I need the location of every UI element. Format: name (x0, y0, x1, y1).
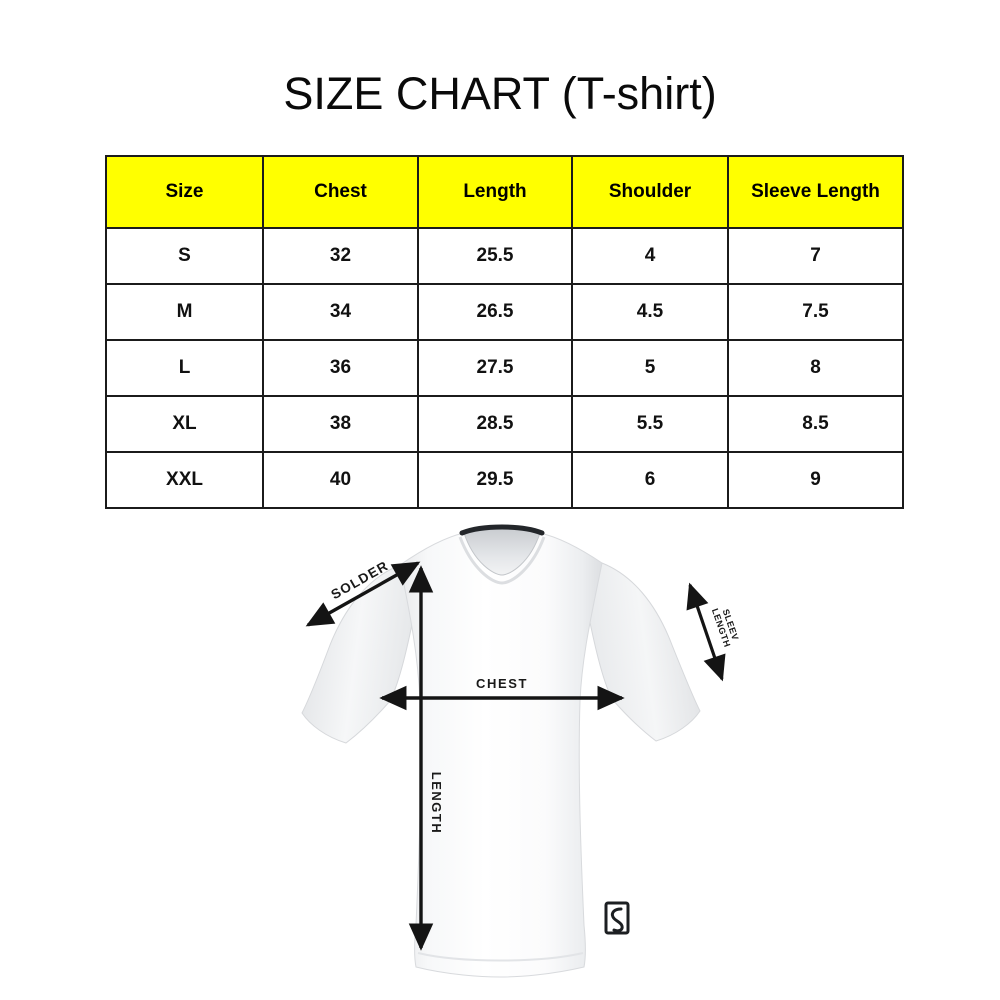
right-sleeve (585, 562, 701, 742)
cell-size: L (105, 339, 264, 397)
cell-sleeve-length: 7.5 (727, 283, 904, 341)
collar-ribbing (458, 536, 546, 585)
column-header-shoulder: Shoulder (571, 155, 729, 229)
cell-length: 25.5 (417, 227, 573, 285)
table-row: XXL 40 29.5 6 9 (105, 451, 904, 509)
cell-length: 28.5 (417, 395, 573, 453)
hem-crease (417, 952, 584, 962)
table-row: M 34 26.5 4.5 7.5 (105, 283, 904, 341)
column-header-chest: Chest (262, 155, 419, 229)
cell-shoulder: 5 (571, 339, 729, 397)
cell-sleeve-length: 9 (727, 451, 904, 509)
length-measurement: LENGTH (408, 565, 444, 951)
cell-sleeve-length: 7 (727, 227, 904, 285)
size-chart-table-container: Size Chest Length Shoulder Sleeve Length… (105, 155, 904, 509)
cell-chest: 34 (262, 283, 419, 341)
sleeve-length-measurement: SLEEV LENGTH (686, 582, 741, 682)
chest-label: CHEST (476, 676, 528, 691)
cell-sleeve-length: 8 (727, 339, 904, 397)
cell-size: M (105, 283, 264, 341)
cell-size: S (105, 227, 264, 285)
table-row: L 36 27.5 5 8 (105, 339, 904, 397)
column-header-size: Size (105, 155, 264, 229)
table-row: S 32 25.5 4 7 (105, 227, 904, 285)
tshirt-body (399, 532, 603, 978)
cell-size: XL (105, 395, 264, 453)
cell-shoulder: 4.5 (571, 283, 729, 341)
cell-sleeve-length: 8.5 (727, 395, 904, 453)
cell-size: XXL (105, 451, 264, 509)
sleeve-arrow-line (686, 582, 726, 682)
cell-shoulder: 4 (571, 227, 729, 285)
shoulder-arrow-line (305, 561, 421, 627)
length-label: LENGTH (429, 772, 444, 834)
cell-length: 27.5 (417, 339, 573, 397)
cell-length: 26.5 (417, 283, 573, 341)
page-title: SIZE CHART (T-shirt) (283, 68, 717, 119)
cell-chest: 38 (262, 395, 419, 453)
left-sleeve (301, 564, 417, 744)
brand-tag (604, 901, 630, 935)
size-chart-table: Size Chest Length Shoulder Sleeve Length… (105, 155, 904, 509)
cell-length: 29.5 (417, 451, 573, 509)
cell-shoulder: 6 (571, 451, 729, 509)
cell-chest: 32 (262, 227, 419, 285)
cell-chest: 40 (262, 451, 419, 509)
table-header-row: Size Chest Length Shoulder Sleeve Length (105, 155, 904, 229)
tshirt-measurement-diagram: SOLDER SLEEV LENGTH CHEST LENGTH (250, 505, 750, 995)
cell-chest: 36 (262, 339, 419, 397)
table-row: XL 38 28.5 5.5 8.5 (105, 395, 904, 453)
column-header-length: Length (417, 155, 573, 229)
collar-rim (459, 524, 545, 536)
column-header-sleeve-length: Sleeve Length (727, 155, 904, 229)
cell-shoulder: 5.5 (571, 395, 729, 453)
